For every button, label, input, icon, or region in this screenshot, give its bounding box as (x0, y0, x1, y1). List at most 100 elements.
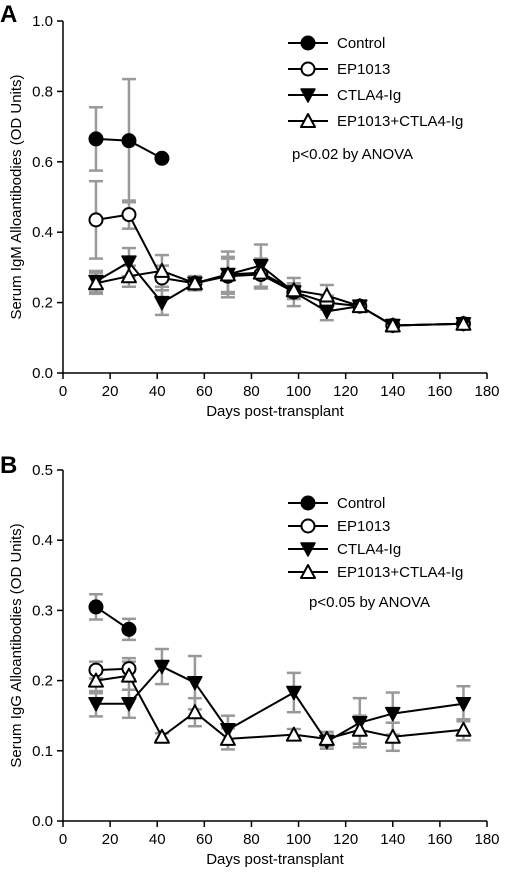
panel-a-line-ep1013 (95, 213, 464, 327)
data-point (121, 255, 137, 270)
data-point (154, 295, 170, 311)
panel-b-y-tick-label: 0.1 (32, 743, 53, 760)
data-point (88, 212, 104, 228)
data-point (87, 672, 104, 688)
panel-a-y-tick-label: 0.6 (32, 154, 53, 171)
data-point (318, 287, 335, 303)
panel-a-x-tick-label: 120 (333, 383, 358, 400)
data-point (219, 266, 236, 282)
panel-b-x-tick-label: 180 (474, 831, 499, 848)
panel-label-a: A (0, 1, 17, 28)
panel-a-x-tick-label: 60 (196, 383, 213, 400)
panel-b-x-tick-label: 140 (380, 831, 405, 848)
data-point (88, 697, 104, 712)
panel-b-error-bars (88, 593, 471, 753)
data-point (120, 667, 137, 683)
panel-a-y-tick-label: 1.0 (32, 13, 53, 30)
panel-a-x-tick-label: 140 (380, 383, 405, 400)
data-point (285, 726, 302, 742)
panel-a-x-axis-title: Days post-transplant (206, 403, 344, 420)
data-point (319, 304, 335, 320)
panel-a-y-tick-label: 0.8 (32, 83, 53, 100)
data-point (384, 317, 401, 333)
panel-b-x-axis-title: Days post-transplant (206, 851, 344, 868)
panel-a: A 0 20 40 60 80 100 120 140 160 180 0.0 0.2 0.4 0.6 0.… (0, 1, 500, 420)
panel-a-anova-annotation: p<0.02 by ANOVA (292, 146, 413, 163)
legend-label: Control (337, 495, 385, 512)
legend-marker (300, 495, 316, 511)
panel-a-x-tick-label: 20 (102, 383, 119, 400)
legend-marker (300, 564, 316, 579)
panel-b-line-ctla4-ig (95, 665, 464, 743)
data-point (154, 150, 170, 166)
panel-a-series-ep1013-ctla4-ig (87, 262, 472, 333)
data-point (88, 599, 104, 615)
panel-b-x-tick-label: 0 (59, 831, 67, 848)
data-point (385, 706, 401, 722)
panel-b-series-ep1013-ctla4-ig (87, 667, 472, 746)
panel-a-x-tick-label: 80 (243, 383, 260, 400)
data-point (153, 262, 170, 278)
data-point (87, 275, 104, 291)
panel-b-y-tick-label: 0.5 (32, 462, 53, 479)
legend-marker (300, 61, 316, 77)
panel-b-x-tick-label: 160 (427, 831, 452, 848)
data-point (351, 298, 368, 314)
data-point (252, 264, 269, 280)
data-point (186, 704, 203, 720)
panel-b-x-tick-label: 20 (102, 831, 119, 848)
panel-b-line-ep1013-ctla4-ig (95, 674, 464, 740)
panel-a-x-tick-label: 40 (149, 383, 166, 400)
panel-b-series-control (88, 599, 137, 637)
panel-a-y-tick-label: 0.2 (32, 295, 53, 312)
panel-a-line-ctla4-ig (95, 261, 464, 327)
panel-b-y-tick-label: 0.0 (32, 813, 53, 830)
legend-label: EP1013+CTLA4-Ig (337, 113, 463, 130)
data-point (219, 730, 236, 746)
data-point (154, 659, 170, 675)
panel-b-y-tick-label: 0.2 (32, 673, 53, 690)
data-point (455, 697, 472, 712)
legend-marker (300, 518, 316, 534)
panel-a-x-tick-label: 160 (427, 383, 452, 400)
panel-a-series-control (88, 131, 170, 166)
panel-label-b: B (0, 452, 17, 479)
panel-a-line-ep1013-ctla4-ig (95, 269, 464, 327)
panel-a-x-tick-label: 180 (474, 383, 499, 400)
panel-b-x-tick-label: 80 (243, 831, 260, 848)
data-point (384, 728, 401, 744)
data-point (318, 730, 335, 746)
panel-b-y-axis-title: Serum IgG Alloantibodies (OD Units) (8, 523, 25, 767)
panel-b-y-tick-label: 0.3 (32, 602, 53, 619)
data-point (121, 697, 137, 712)
panel-a-x-tick-label: 0 (59, 383, 67, 400)
legend-label: Control (337, 35, 385, 52)
data-point (351, 721, 368, 737)
panel-b-x-tick-label: 100 (286, 831, 311, 848)
data-point (121, 621, 137, 637)
panel-a-y-tick-label: 0.4 (32, 224, 53, 241)
legend-marker (300, 88, 316, 103)
data-point (455, 315, 472, 331)
panel-a-y-tick-label: 0.0 (32, 365, 53, 382)
legend-label: EP1013 (337, 518, 390, 535)
legend-marker (300, 35, 316, 51)
data-point (187, 675, 203, 691)
legend-label: CTLA4-Ig (337, 541, 401, 558)
data-point (220, 722, 236, 738)
panel-a-legend: Control EP1013 CTLA4-Ig EP1013+CTLA4-Ig (288, 35, 463, 130)
panel-b: B 0 20 40 60 80 100 120 140 160 180 0.0 0.1 0.2 0.3 0.… (0, 452, 500, 868)
data-point (121, 207, 137, 223)
legend-label: CTLA4-Ig (337, 87, 401, 104)
data-point (455, 721, 472, 737)
panel-a-series-ctla4-ig (88, 255, 472, 334)
legend-marker (300, 542, 316, 557)
data-point (153, 728, 170, 744)
panel-b-anova-annotation: p<0.05 by ANOVA (309, 594, 430, 611)
data-point (121, 133, 137, 149)
data-point (120, 268, 137, 284)
panel-a-x-tick-label: 100 (286, 383, 311, 400)
panel-b-legend: Control EP1013 CTLA4-Ig EP1013+CTLA4-Ig (288, 495, 463, 581)
panel-b-x-tick-label: 60 (196, 831, 213, 848)
